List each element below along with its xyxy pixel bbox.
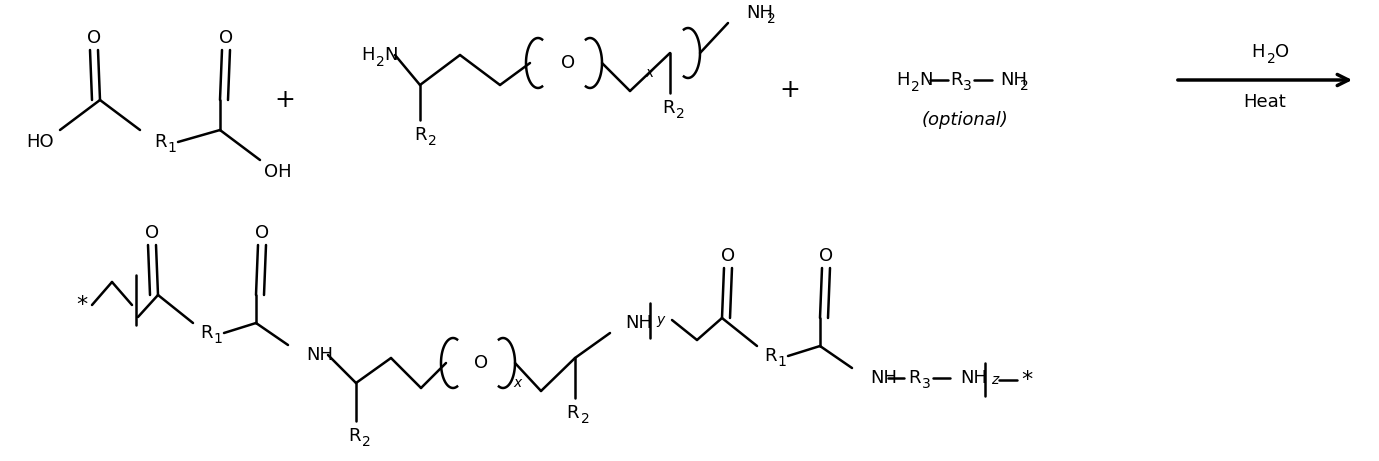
Text: O: O: [721, 247, 735, 265]
Text: +: +: [274, 88, 295, 112]
Text: NH: NH: [625, 314, 652, 332]
Text: H: H: [1252, 43, 1265, 61]
Text: OH: OH: [265, 163, 292, 181]
Text: y: y: [656, 313, 665, 327]
Text: 2: 2: [1019, 79, 1029, 93]
Text: N: N: [918, 71, 932, 89]
Text: 3: 3: [921, 377, 931, 391]
Text: *: *: [76, 295, 88, 315]
Text: R: R: [662, 99, 674, 117]
Text: x: x: [645, 66, 654, 80]
Text: 2: 2: [581, 412, 589, 426]
Text: H: H: [896, 71, 910, 89]
Text: R: R: [414, 126, 426, 144]
Text: R: R: [950, 71, 963, 89]
Text: H: H: [361, 46, 375, 64]
Text: 2: 2: [767, 12, 775, 26]
Text: NH: NH: [746, 4, 774, 22]
Text: R: R: [567, 404, 579, 422]
Text: NH: NH: [1000, 71, 1027, 89]
Text: R: R: [907, 369, 920, 387]
Text: O: O: [219, 29, 233, 47]
Text: 3: 3: [963, 79, 971, 93]
Text: z: z: [992, 373, 998, 387]
Text: NH: NH: [960, 369, 987, 387]
Text: HO: HO: [26, 133, 54, 151]
Text: R: R: [200, 324, 212, 342]
Text: O: O: [255, 224, 269, 242]
Text: NH: NH: [306, 346, 332, 364]
Text: R: R: [153, 133, 167, 151]
Text: O: O: [474, 354, 488, 372]
Text: O: O: [819, 247, 833, 265]
Text: O: O: [561, 54, 575, 72]
Text: 1: 1: [168, 141, 177, 155]
Text: 2: 2: [676, 107, 684, 121]
Text: 2: 2: [912, 80, 920, 94]
Text: x: x: [513, 376, 521, 390]
Text: O: O: [1276, 43, 1289, 61]
Text: N: N: [383, 46, 397, 64]
Text: NH: NH: [870, 369, 896, 387]
Text: 2: 2: [376, 55, 385, 69]
Text: *: *: [1022, 370, 1033, 390]
Text: 1: 1: [778, 355, 786, 369]
Text: 2: 2: [427, 134, 436, 148]
Text: +: +: [779, 78, 800, 102]
Text: (optional): (optional): [921, 111, 1008, 129]
Text: 2: 2: [361, 435, 371, 449]
Text: 2: 2: [1267, 52, 1276, 66]
Text: O: O: [87, 29, 101, 47]
Text: Heat: Heat: [1244, 93, 1287, 111]
Text: R: R: [764, 347, 776, 365]
Text: R: R: [348, 427, 360, 445]
Text: 1: 1: [214, 332, 222, 346]
Text: O: O: [145, 224, 159, 242]
